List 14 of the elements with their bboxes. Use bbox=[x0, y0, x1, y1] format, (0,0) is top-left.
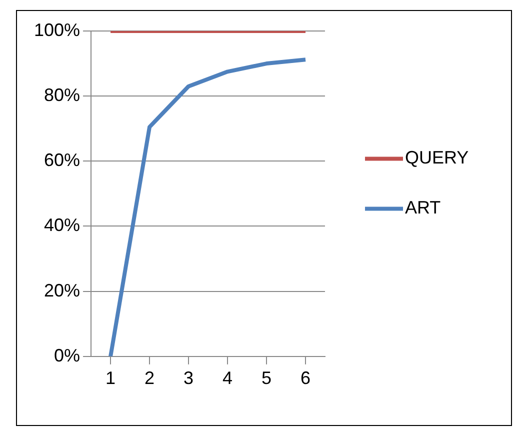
legend-label: ART bbox=[405, 198, 441, 218]
y-tick-label: 100% bbox=[34, 20, 80, 40]
x-tick-label: 2 bbox=[144, 368, 155, 388]
y-tick-label: 60% bbox=[44, 150, 80, 170]
x-tick-label: 6 bbox=[300, 368, 311, 388]
y-tick-label: 0% bbox=[54, 345, 80, 366]
x-tick-label: 4 bbox=[222, 368, 233, 388]
x-tick-label: 1 bbox=[106, 368, 116, 388]
y-tick-label: 20% bbox=[44, 280, 80, 300]
y-tick-label: 40% bbox=[44, 215, 80, 236]
x-tick-label: 5 bbox=[262, 368, 272, 388]
legend-label: QUERY bbox=[405, 148, 469, 168]
y-tick-label: 80% bbox=[44, 85, 80, 106]
x-tick-label: 3 bbox=[184, 368, 194, 388]
